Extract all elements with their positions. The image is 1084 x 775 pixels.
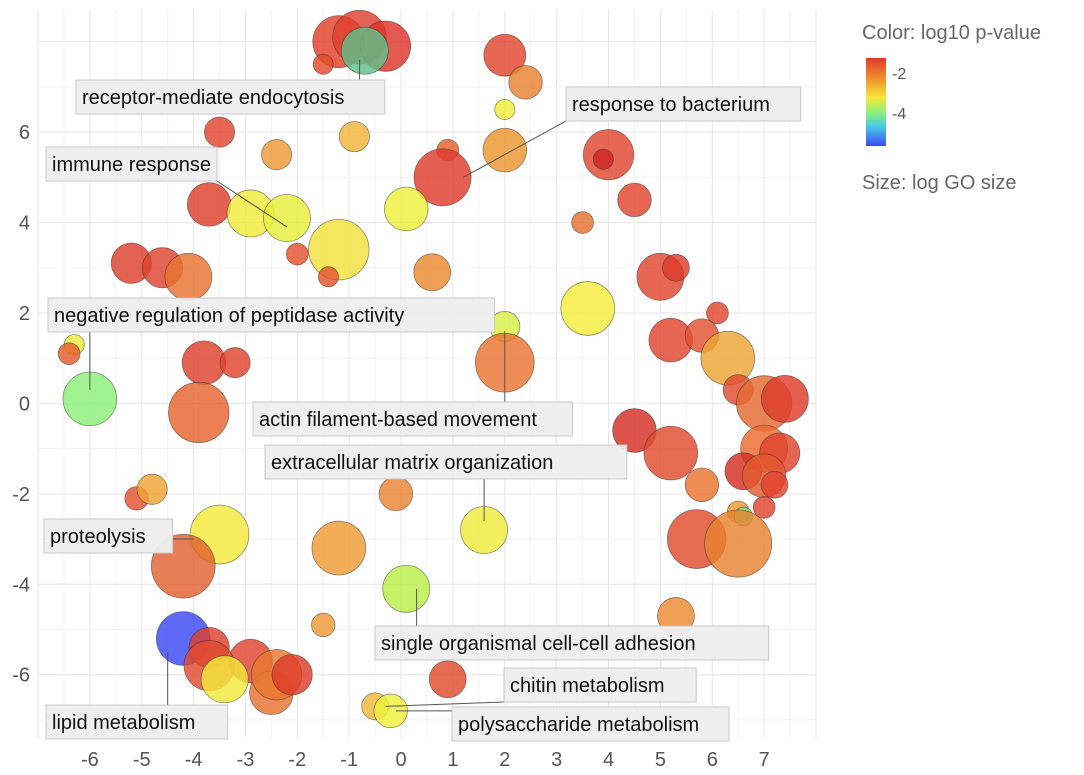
- x-tick-label: 4: [603, 749, 614, 771]
- annotation-box: [565, 86, 802, 122]
- x-tick-label: 3: [551, 749, 562, 771]
- data-bubble: [494, 98, 516, 120]
- x-tick-label: 2: [499, 749, 510, 771]
- data-bubble: [706, 301, 729, 325]
- annotation-label: actin filament-based movement: [259, 409, 537, 431]
- y-tick-label: -6: [12, 665, 30, 687]
- y-tick-label: 6: [19, 122, 30, 144]
- data-bubble: [382, 564, 431, 613]
- data-bubble: [662, 253, 690, 282]
- data-bubble: [136, 473, 168, 505]
- data-bubble: [482, 127, 528, 173]
- annotation-label: extracellular matrix organization: [271, 452, 553, 474]
- y-tick-label: 2: [19, 303, 30, 325]
- data-bubble: [57, 342, 81, 365]
- annotation-label: polysaccharide metabolism: [458, 714, 699, 736]
- annotation-label: response to bacterium: [572, 94, 770, 116]
- x-tick-label: 7: [759, 749, 770, 771]
- annotation-box: [503, 667, 697, 703]
- annotation-label: negative regulation of peptidase activit…: [54, 305, 404, 327]
- x-tick-label: -4: [185, 749, 203, 771]
- data-bubble: [312, 53, 334, 75]
- data-bubble: [219, 347, 251, 379]
- data-bubble: [311, 520, 367, 576]
- data-bubble: [428, 660, 467, 699]
- y-tick-label: 0: [19, 393, 30, 415]
- x-tick-label: 1: [447, 749, 458, 771]
- data-bubble: [592, 148, 614, 170]
- data-bubble: [186, 182, 232, 227]
- data-bubble: [204, 116, 236, 148]
- data-bubble: [560, 281, 616, 336]
- data-bubble: [181, 340, 227, 385]
- data-bubble: [311, 612, 336, 638]
- x-tick-label: 6: [707, 749, 718, 771]
- data-bubble: [261, 139, 293, 171]
- data-bubble: [384, 186, 429, 232]
- data-bubble: [571, 211, 594, 234]
- annotation-label: proteolysis: [50, 526, 146, 548]
- annotation-label: chitin metabolism: [510, 675, 665, 697]
- data-bubble: [308, 219, 370, 281]
- annotation-leader: [463, 120, 567, 178]
- x-tick-label: -5: [133, 749, 151, 771]
- data-bubble: [704, 509, 773, 578]
- x-tick-label: 0: [396, 749, 407, 771]
- y-tick-label: -2: [12, 484, 30, 506]
- color-legend-bar: [866, 58, 886, 146]
- data-bubble: [168, 381, 230, 444]
- data-bubble: [760, 374, 809, 423]
- data-bubble: [338, 121, 370, 153]
- data-bubble: [617, 182, 652, 218]
- data-bubble: [317, 266, 339, 288]
- x-tick-label: -3: [237, 749, 255, 771]
- annotation-label: receptor-mediate endocytosis: [82, 87, 344, 109]
- y-tick-label: -4: [12, 574, 30, 596]
- data-bubble: [684, 467, 720, 502]
- data-bubble: [760, 470, 789, 499]
- annotation-leader: [216, 180, 288, 228]
- data-bubble: [413, 148, 472, 207]
- data-bubble: [508, 65, 543, 100]
- annotation-box: [252, 401, 573, 437]
- x-tick-label: -2: [288, 749, 306, 771]
- data-bubble: [752, 496, 776, 519]
- annotation-box: [43, 518, 174, 554]
- data-bubble: [413, 253, 452, 292]
- annotation-leader: [385, 701, 505, 707]
- annotation-label: immune response: [52, 154, 211, 176]
- data-bubble: [164, 252, 213, 301]
- annotation-box: [47, 297, 496, 333]
- annotation-label: single organismal cell-cell adhesion: [381, 633, 696, 655]
- x-tick-label: -6: [81, 749, 99, 771]
- data-bubble: [286, 242, 309, 266]
- color-legend-title: Color: log10 p-value: [862, 22, 1041, 44]
- data-bubble: [340, 26, 389, 75]
- size-legend-title: Size: log GO size: [862, 172, 1017, 194]
- data-bubble: [263, 194, 311, 242]
- annotation-box: [374, 625, 770, 661]
- data-bubble: [271, 654, 313, 696]
- data-bubble: [483, 33, 527, 77]
- annotation-box: [451, 706, 730, 742]
- data-bubble: [643, 425, 699, 481]
- data-bubble: [378, 476, 414, 512]
- y-tick-label: 4: [19, 213, 30, 235]
- color-legend-tick-low: -4: [892, 106, 907, 123]
- annotation-box: [264, 444, 628, 480]
- color-legend-tick-high: -2: [892, 66, 907, 83]
- data-bubble: [200, 655, 249, 704]
- x-tick-label: -1: [340, 749, 358, 771]
- annotation-box: [45, 704, 229, 740]
- annotation-box: [45, 146, 218, 182]
- annotation-label: lipid metabolism: [52, 712, 195, 734]
- x-tick-label: 5: [655, 749, 666, 771]
- annotation-box: [75, 79, 386, 115]
